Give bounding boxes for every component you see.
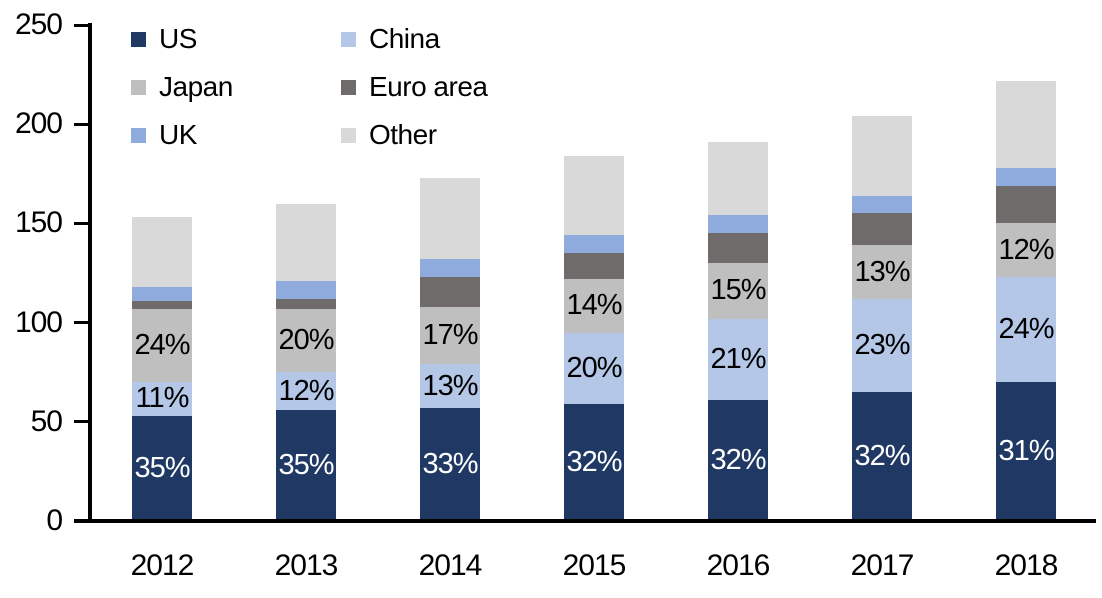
bar-segment-us-2015 bbox=[564, 403, 624, 521]
legend-label-uk: UK bbox=[159, 119, 197, 150]
bar-segment-euro-area-2017 bbox=[852, 213, 912, 246]
x-tick-label-2013: 2013 bbox=[274, 549, 339, 582]
x-tick-label-2014: 2014 bbox=[418, 549, 483, 582]
legend-swatch-japan-icon bbox=[131, 79, 146, 95]
bar-segment-us-2014 bbox=[420, 407, 480, 521]
legend-swatch-us-icon bbox=[131, 31, 146, 47]
legend-swatch-euro-area-icon bbox=[341, 79, 356, 95]
y-tick-label-50: 50 bbox=[30, 404, 63, 438]
y-tick-label-200: 200 bbox=[14, 107, 63, 141]
bar-segment-china-2017 bbox=[852, 298, 912, 393]
bar-segment-china-2018 bbox=[996, 276, 1056, 383]
y-tick-label-100: 100 bbox=[14, 305, 63, 339]
x-tick-label-2012: 2012 bbox=[130, 549, 195, 582]
bar-segment-other-2016 bbox=[708, 142, 768, 216]
bar-segment-euro-area-2013 bbox=[276, 298, 336, 309]
x-tick-label-2015: 2015 bbox=[562, 549, 627, 582]
x-axis-line bbox=[74, 519, 1096, 523]
bar-segment-other-2017 bbox=[852, 116, 912, 196]
y-tick-mark-50 bbox=[74, 420, 88, 424]
bar-segment-uk-2012 bbox=[132, 286, 192, 301]
bar-segment-china-2015 bbox=[564, 332, 624, 404]
bar-segment-japan-2013 bbox=[276, 308, 336, 373]
bar-segment-japan-2018 bbox=[996, 223, 1056, 277]
y-tick-label-150: 150 bbox=[14, 206, 63, 240]
bar-segment-uk-2013 bbox=[276, 280, 336, 299]
bar-segment-uk-2018 bbox=[996, 167, 1056, 186]
bar-segment-japan-2014 bbox=[420, 306, 480, 365]
legend-label-other: Other bbox=[369, 119, 437, 150]
legend-label-us: US bbox=[159, 23, 197, 54]
bar-segment-euro-area-2018 bbox=[996, 185, 1056, 224]
legend-label-euro-area: Euro area bbox=[369, 71, 488, 102]
x-tick-label-2018: 2018 bbox=[994, 549, 1059, 582]
x-tick-label-2017: 2017 bbox=[850, 549, 915, 582]
legend-label-china: China bbox=[369, 23, 440, 54]
y-tick-label-0: 0 bbox=[46, 504, 63, 537]
bar-segment-japan-2015 bbox=[564, 278, 624, 333]
bar-segment-us-2012 bbox=[132, 415, 192, 521]
legend-swatch-uk-icon bbox=[131, 127, 146, 143]
bar-segment-euro-area-2016 bbox=[708, 233, 768, 264]
bar-segment-japan-2016 bbox=[708, 263, 768, 319]
bar-segment-euro-area-2014 bbox=[420, 276, 480, 307]
y-tick-mark-250 bbox=[74, 23, 88, 27]
bar-segment-china-2012 bbox=[132, 382, 192, 416]
legend-item-japan: Japan bbox=[131, 71, 341, 102]
bar-segment-china-2013 bbox=[276, 372, 336, 410]
bar-segment-uk-2015 bbox=[564, 235, 624, 254]
bar-segment-us-2013 bbox=[276, 409, 336, 521]
bar-segment-us-2018 bbox=[996, 382, 1056, 521]
bar-segment-other-2013 bbox=[276, 203, 336, 281]
legend-item-uk: UK bbox=[131, 119, 341, 150]
bar-segment-uk-2016 bbox=[708, 215, 768, 234]
y-tick-label-250: 250 bbox=[14, 8, 63, 41]
bar-segment-other-2014 bbox=[420, 177, 480, 260]
chart-legend: US China Japan Euro area UK Other bbox=[131, 23, 488, 150]
bar-segment-other-2015 bbox=[564, 155, 624, 236]
y-tick-mark-100 bbox=[74, 321, 88, 325]
bar-segment-china-2014 bbox=[420, 364, 480, 408]
bar-segment-us-2016 bbox=[708, 399, 768, 521]
x-tick-label-2016: 2016 bbox=[706, 549, 771, 582]
legend-item-euro-area: Euro area bbox=[341, 71, 488, 102]
legend-item-us: US bbox=[131, 23, 341, 54]
bar-segment-japan-2012 bbox=[132, 308, 192, 383]
bar-segment-other-2018 bbox=[996, 80, 1056, 168]
y-tick-mark-150 bbox=[74, 221, 88, 225]
bar-segment-euro-area-2015 bbox=[564, 253, 624, 279]
legend-item-other: Other bbox=[341, 119, 487, 150]
y-axis-line bbox=[88, 23, 92, 523]
legend-swatch-china-icon bbox=[341, 31, 356, 47]
legend-label-japan: Japan bbox=[159, 71, 233, 102]
bar-segment-other-2012 bbox=[132, 217, 192, 287]
y-tick-mark-200 bbox=[74, 122, 88, 126]
bar-segment-japan-2017 bbox=[852, 245, 912, 299]
bar-segment-us-2017 bbox=[852, 392, 912, 521]
bar-segment-euro-area-2012 bbox=[132, 300, 192, 309]
legend-swatch-other-icon bbox=[341, 127, 356, 143]
legend-item-china: China bbox=[341, 23, 487, 54]
bar-segment-china-2016 bbox=[708, 318, 768, 400]
bar-segment-uk-2017 bbox=[852, 195, 912, 214]
bar-segment-uk-2014 bbox=[420, 259, 480, 277]
